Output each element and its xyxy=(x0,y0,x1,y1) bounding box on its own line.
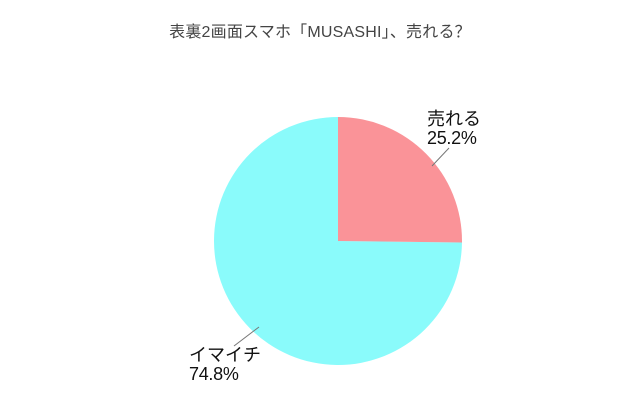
leader-line-sell xyxy=(431,147,450,167)
leader-line-imaichi xyxy=(233,326,260,347)
pie-label-imaichi: イマイチ 74.8% xyxy=(189,346,261,384)
pie-label-imaichi-name: イマイチ xyxy=(189,345,261,365)
pie-label-sell-name: 売れる xyxy=(427,109,481,129)
pie-label-sell-value: 25.2% xyxy=(427,128,477,148)
pie-label-imaichi-value: 74.8% xyxy=(189,364,239,384)
chart-title: 表裏2画面スマホ「MUSASHI」、売れる？ xyxy=(169,24,471,41)
pie-slice-sell[interactable] xyxy=(338,117,462,243)
pie-label-sell: 売れる 25.2% xyxy=(427,110,481,148)
pie-slice-imaichi[interactable] xyxy=(213,117,462,365)
